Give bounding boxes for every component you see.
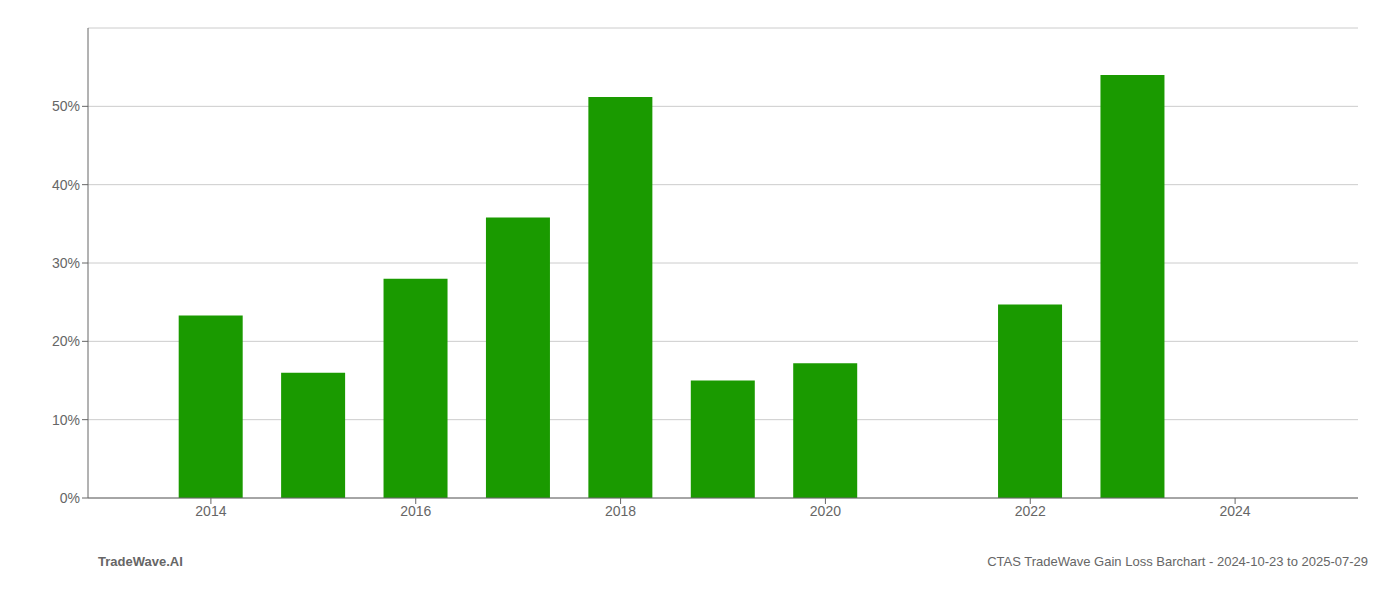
- svg-text:2024: 2024: [1220, 503, 1251, 519]
- svg-text:2016: 2016: [400, 503, 431, 519]
- svg-text:30%: 30%: [52, 255, 80, 271]
- html-text:CTAS TradeWave Gain Loss Barch: CTAS TradeWave Gain Loss Barchart - 2024…: [987, 554, 1368, 569]
- svg-text:2014: 2014: [195, 503, 226, 519]
- svg-text:2022: 2022: [1015, 503, 1046, 519]
- svg-text:2020: 2020: [810, 503, 841, 519]
- svg-text:10%: 10%: [52, 412, 80, 428]
- svg-text:20%: 20%: [52, 333, 80, 349]
- svg-text:50%: 50%: [52, 98, 80, 114]
- svg-text:2018: 2018: [605, 503, 636, 519]
- html-text:TradeWave.AI: TradeWave.AI: [98, 554, 183, 569]
- svg-text:40%: 40%: [52, 177, 80, 193]
- svg-text:0%: 0%: [60, 490, 80, 506]
